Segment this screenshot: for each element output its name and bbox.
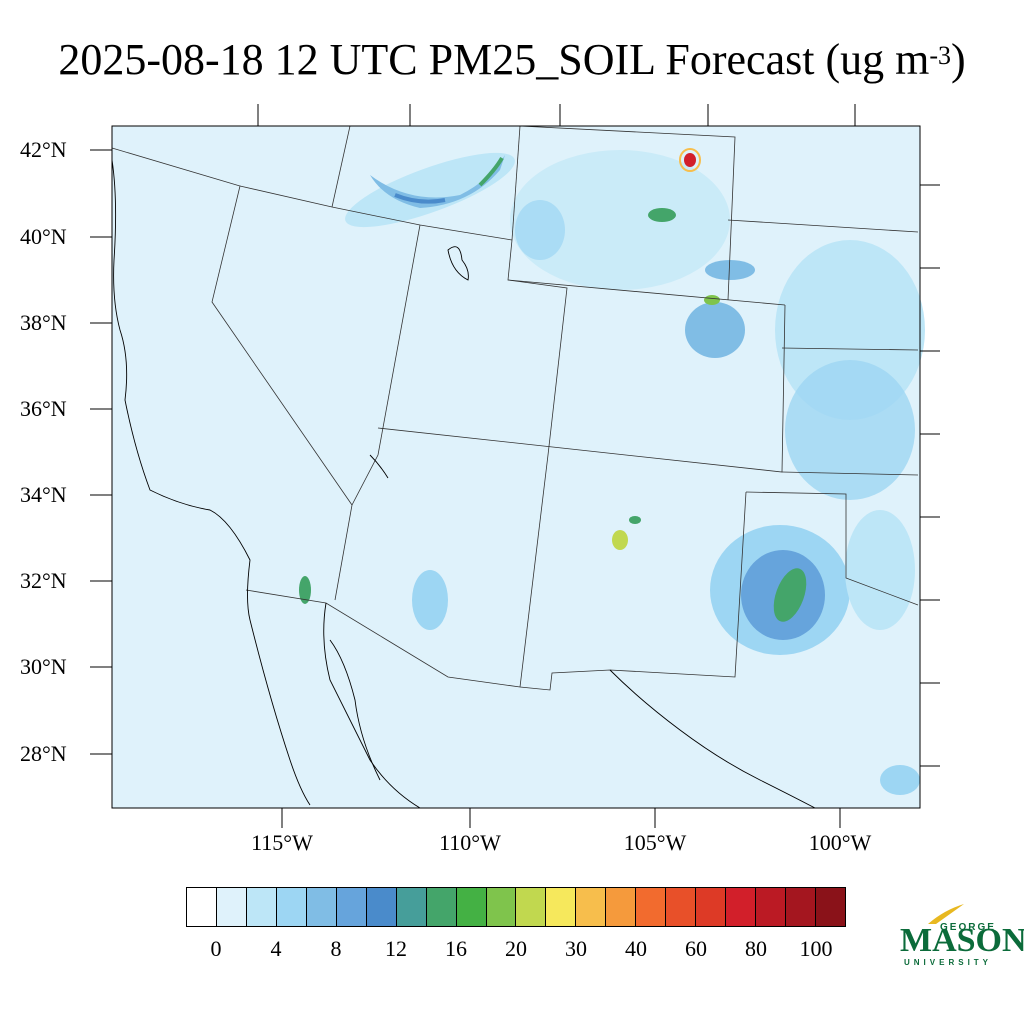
colorbar-label: 12	[385, 936, 407, 961]
lat-label-30: 30°N	[20, 654, 67, 679]
colorbar-label: 4	[270, 936, 282, 961]
colorbar-swatch	[366, 888, 397, 926]
colorbar-swatch	[516, 888, 547, 926]
colorbar	[186, 887, 846, 927]
lat-label-34: 34°N	[20, 482, 67, 507]
plume-snake-river	[370, 155, 505, 208]
lat-label-32: 32°N	[20, 568, 67, 593]
colorbar-swatch	[486, 888, 517, 926]
concentration-field	[299, 148, 925, 795]
plume-north-idaho	[345, 152, 515, 228]
colorbar-label: 100	[799, 936, 833, 961]
colorbar-swatch	[576, 888, 607, 926]
colorbar-swatch	[756, 888, 787, 926]
title-superscript: -3	[929, 41, 951, 70]
colorbar-label: 16	[445, 936, 467, 961]
colorbar-label: 0	[210, 936, 222, 961]
logo-line-university: UNIVERSITY	[904, 958, 993, 967]
lon-label-105: 105°W	[623, 830, 687, 855]
colorbar-label: 30	[565, 936, 587, 961]
colorbar-swatch	[726, 888, 757, 926]
colorbar-swatch	[786, 888, 817, 926]
logo-swoosh-icon	[928, 904, 964, 924]
map-title: 2025-08-18 12 UTC PM25_SOIL Forecast (ug…	[0, 30, 1024, 90]
lon-label-110: 110°W	[439, 830, 501, 855]
lat-label-42: 42°N	[20, 137, 67, 162]
colorbar-swatch	[456, 888, 487, 926]
map-ticks	[90, 104, 940, 828]
lat-label-28: 28°N	[20, 741, 67, 766]
gmu-logo: GEORGE MASON UNIVERSITY	[896, 900, 1024, 970]
lat-label-40: 40°N	[20, 224, 67, 249]
colorbar-swatch	[306, 888, 337, 926]
lon-label-100: 100°W	[808, 830, 872, 855]
colorbar-label: 80	[745, 936, 767, 961]
colorbar-label: 60	[685, 936, 707, 961]
colorbar-swatch	[246, 888, 277, 926]
colorbar-swatch	[696, 888, 727, 926]
plume-wyoming	[510, 150, 730, 290]
colorbar-label: 40	[625, 936, 647, 961]
colorbar-swatch	[666, 888, 697, 926]
colorbar-swatch	[216, 888, 247, 926]
colorbar-swatch	[816, 888, 845, 926]
colorbar-swatch	[636, 888, 667, 926]
colorbar-swatch	[336, 888, 367, 926]
state-boundaries	[111, 125, 919, 691]
title-close: )	[951, 35, 966, 84]
colorbar-swatch	[276, 888, 307, 926]
lat-label-38: 38°N	[20, 310, 67, 335]
lat-label-36: 36°N	[20, 396, 67, 421]
logo-line-mason: MASON	[900, 922, 1024, 959]
lon-label-115: 115°W	[251, 830, 313, 855]
colorbar-swatch	[187, 888, 217, 926]
colorbar-swatch	[426, 888, 457, 926]
colorbar-swatch	[396, 888, 427, 926]
colorbar-swatch	[606, 888, 637, 926]
colorbar-swatch	[546, 888, 577, 926]
coastline	[111, 159, 816, 809]
map-frame	[111, 125, 921, 809]
title-main: 2025-08-18 12 UTC PM25_SOIL Forecast (ug…	[58, 35, 930, 84]
colorbar-label: 20	[505, 936, 527, 961]
logo-line-george: GEORGE	[940, 922, 996, 933]
colorbar-label: 8	[330, 936, 342, 961]
